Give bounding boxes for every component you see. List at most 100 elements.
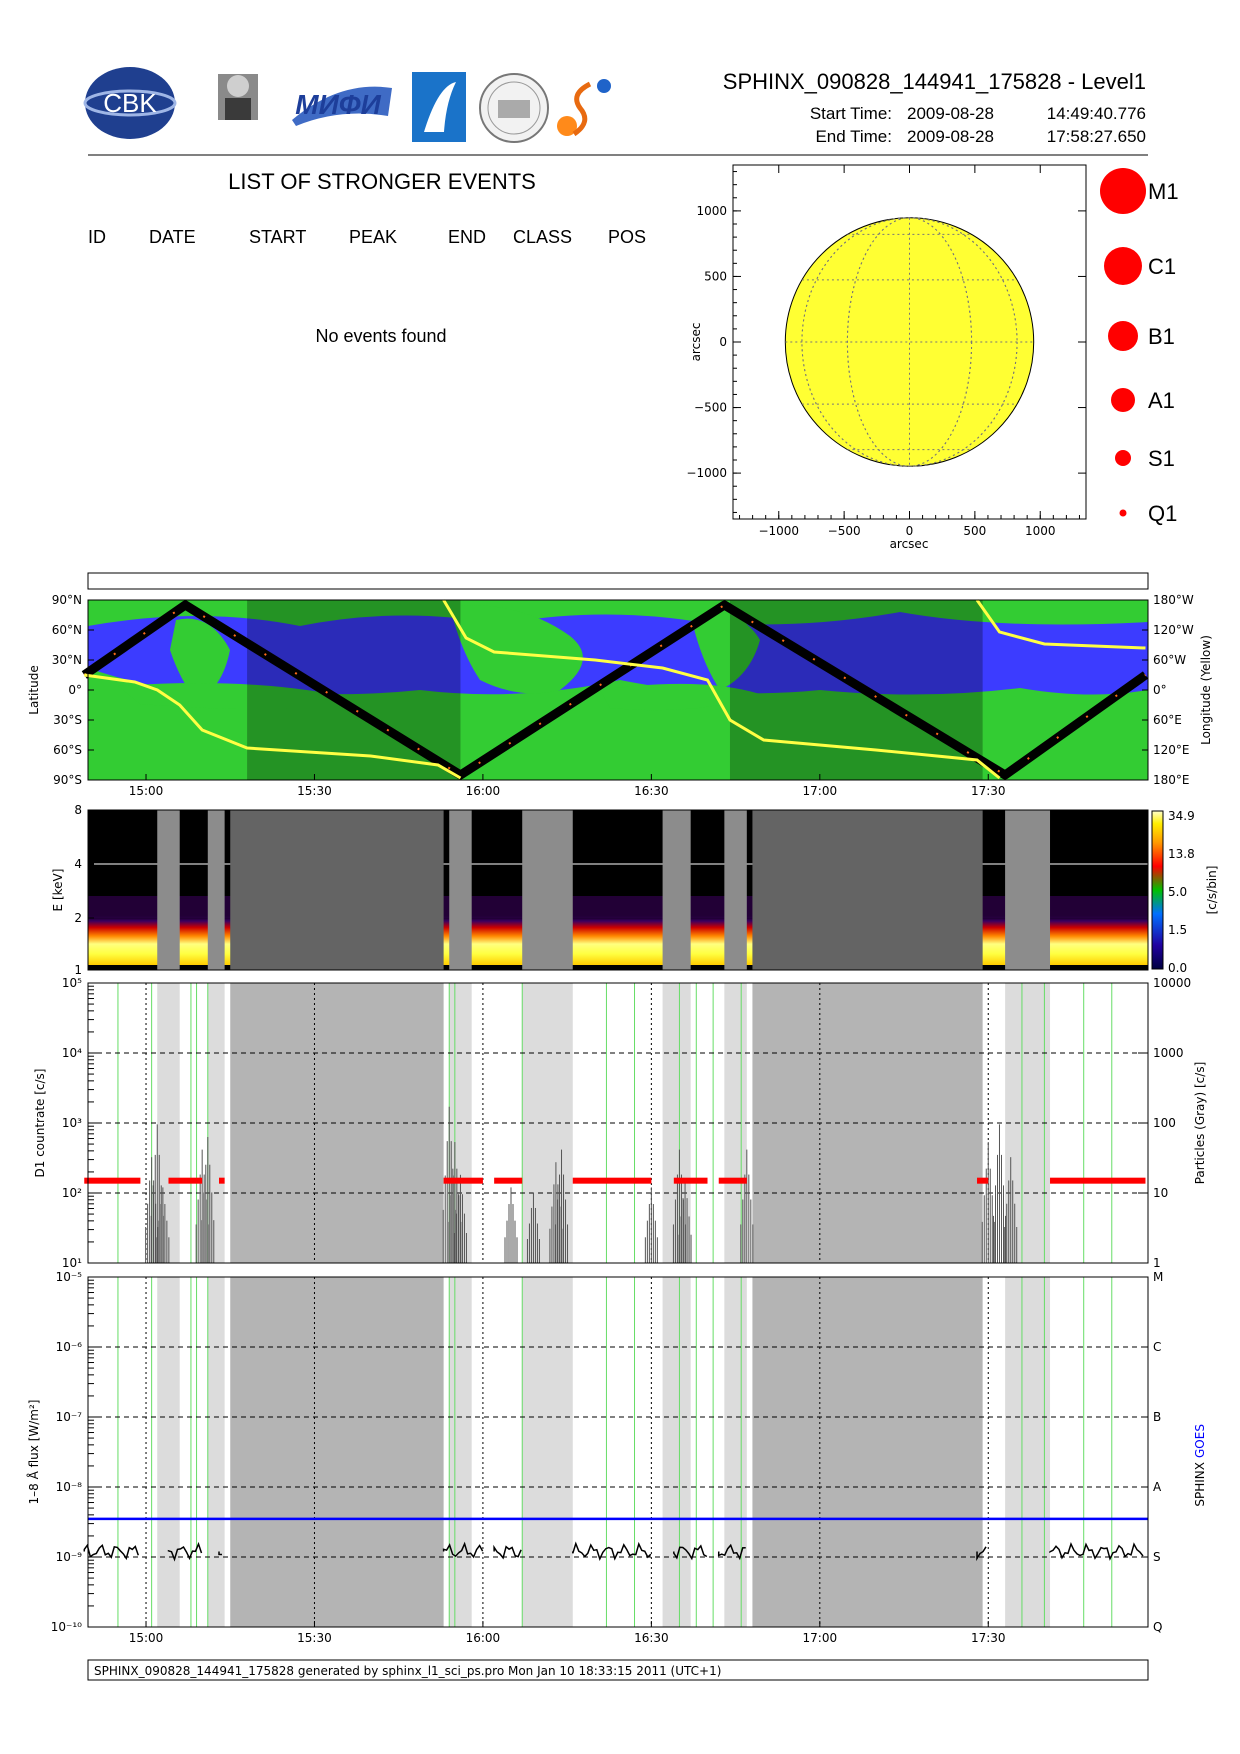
blank-strip: [87, 572, 1149, 590]
class-label: M: [1153, 1270, 1163, 1284]
interval-light: [522, 1277, 573, 1627]
column-header: PEAK: [349, 227, 397, 247]
flux-frame: [87, 1276, 1149, 1628]
time-tick-label: 16:30: [634, 784, 669, 798]
d1-countrate-series: [84, 1177, 1146, 1184]
class-label: A: [1153, 1480, 1162, 1494]
d1-countrate-segment: [1050, 1177, 1146, 1184]
energy-tick-label: 4: [74, 857, 82, 871]
sphinx-flux-segment: [976, 1546, 987, 1562]
spectrogram-panel: 8 4 2 1 E [keV] 34.9 13.8 5.0 1.5 0.0 [c/s/bin]: [51, 803, 1219, 977]
longitude-ticks: 180°W 120°W 60°W 0° 60°E 120°E 180°E: [1142, 593, 1194, 787]
countrate-ticks: 10⁵ 10⁴ 10³ 10² 10¹: [62, 976, 98, 1270]
size-legend-marker: [1111, 388, 1135, 412]
x-tick-label: 0: [906, 524, 914, 538]
time-tick-label: 16:30: [634, 1631, 669, 1645]
particles-tick-label: 1000: [1153, 1046, 1184, 1060]
sun-x-axis-label: arcsec: [890, 537, 929, 551]
colorbar-tick-label: 34.9: [1168, 809, 1195, 823]
data-gap-light: [1005, 810, 1051, 970]
column-header: POS: [608, 227, 646, 247]
energy-ticks: 8 4 2 1: [74, 803, 94, 977]
size-legend-label: A1: [1148, 388, 1175, 413]
sphinx-flux-series: [83, 1541, 1144, 1562]
longitude-axis-label: Longitude (Yellow): [1199, 635, 1213, 745]
start-date: 2009-08-28: [907, 104, 994, 123]
sphinx-flux-segment: [218, 1551, 223, 1556]
size-legend-marker: [1100, 168, 1146, 214]
interval-dark: [752, 983, 983, 1263]
flux-tick-label: 10⁻⁵: [56, 1270, 83, 1284]
particles-tick-label: 10: [1153, 1186, 1168, 1200]
data-gap-light: [449, 810, 472, 970]
lat-tick-label: 30°N: [52, 653, 82, 667]
lat-tick-label: 90°S: [53, 773, 82, 787]
time-tick-label: 15:30: [297, 1631, 332, 1645]
class-label: S: [1153, 1550, 1161, 1564]
event-class-size-legend: M1 C1 B1 A1 S1 Q1: [1100, 168, 1179, 526]
events-table-header: ID DATE START PEAK END CLASS POS: [88, 227, 646, 247]
d1-countrate-segment: [977, 1177, 989, 1184]
x-tick-label: −500: [828, 524, 861, 538]
time-tick-label: 17:30: [971, 784, 1006, 798]
x-tick-label: 500: [963, 524, 986, 538]
time-tick-label: 17:30: [971, 1631, 1006, 1645]
cbk-logo: CBK: [83, 67, 177, 139]
flux-gridlines: [88, 1277, 1148, 1627]
countrate-panel: 10⁵ 10⁴ 10³ 10² 10¹ 10000 1000 100 10 1 D1 count…: [33, 976, 1207, 1270]
colorbar-tick-label: 1.5: [1168, 923, 1187, 937]
size-legend-label: B1: [1148, 324, 1175, 349]
time-tick-label: 16:00: [466, 1631, 501, 1645]
size-legend-marker: [1115, 450, 1131, 466]
class-label: B: [1153, 1410, 1161, 1424]
flux-interval-shading: [117, 1277, 1113, 1627]
lon-tick-label: 120°E: [1153, 743, 1190, 757]
interval-dark: [230, 1277, 444, 1627]
flux-tick-label: 10⁻⁸: [56, 1480, 83, 1494]
interval-light: [449, 1277, 472, 1627]
colorbar: [1151, 810, 1164, 970]
flux-legend: SPHINX GOES: [1193, 1424, 1207, 1507]
lat-tick-label: 60°N: [52, 623, 82, 637]
solar-disk: [784, 217, 1035, 467]
page-title: SPHINX_090828_144941_175828 - Level1: [723, 69, 1146, 94]
legend-sphinx: SPHINX: [1193, 1462, 1207, 1507]
size-legend-label: S1: [1148, 446, 1175, 471]
events-title: LIST OF STRONGER EVENTS: [228, 169, 536, 194]
sphinx-flux-segment: [572, 1541, 652, 1561]
data-gap-dark: [752, 810, 983, 970]
energy-tick-label: 2: [74, 911, 82, 925]
flux-time-ticks: 15:00 15:30 16:00 16:30 17:00 17:30: [129, 1621, 1006, 1645]
goes-class-labels: M C B A S Q: [1142, 1270, 1163, 1634]
column-header: END: [448, 227, 486, 247]
flux-tick-label: 10⁻⁶: [56, 1340, 83, 1354]
lon-tick-label: 180°W: [1153, 593, 1194, 607]
x-tick-label: −1000: [758, 524, 799, 538]
interval-dark: [752, 1277, 983, 1627]
sun-plot-ticks: −1000 −500 0 500 1000 1000 500 0 −500 −1000: [686, 165, 1086, 538]
orbit-ground-track-highlight: [83, 603, 1147, 777]
sphinx-flux-segment: [673, 1544, 708, 1561]
sphinx-flux-segment: [442, 1541, 484, 1559]
countrate-gridlines: [88, 983, 1148, 1263]
countrate-tick-label: 10³: [62, 1116, 82, 1130]
d1-countrate-segment: [219, 1177, 225, 1184]
countrate-axis-label: D1 countrate [c/s]: [33, 1069, 47, 1178]
colorbar-tick-label: 13.8: [1168, 847, 1195, 861]
start-time-label: Start Time:: [810, 104, 892, 123]
data-gap-light: [207, 810, 225, 970]
longitude-line: [84, 599, 1146, 780]
y-tick-label: −1000: [686, 466, 727, 480]
interval-light: [157, 1277, 180, 1627]
time-tick-label: 15:00: [129, 784, 164, 798]
colorbar-tick-label: 0.0: [1168, 961, 1187, 975]
particles-tick-label: 1: [1153, 1256, 1161, 1270]
y-tick-label: 0: [719, 335, 727, 349]
y-tick-label: 1000: [696, 204, 727, 218]
orbit-panel: 90°N 60°N 30°N 0° 30°S 60°S 90°S 180°W 120°W 60°…: [27, 593, 1213, 798]
flux-tick-label: 10⁻⁹: [56, 1550, 83, 1564]
sphinx-flux-segment: [1049, 1541, 1144, 1561]
latitude-ticks: 90°N 60°N 30°N 0° 30°S 60°S 90°S: [52, 593, 94, 787]
particles-tick-label: 100: [1153, 1116, 1176, 1130]
